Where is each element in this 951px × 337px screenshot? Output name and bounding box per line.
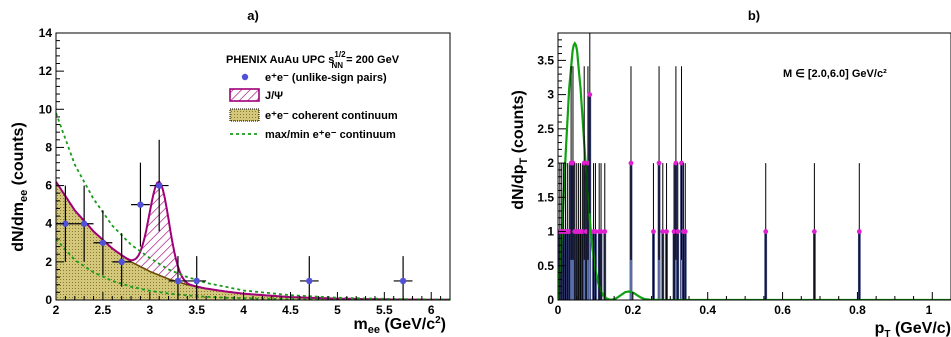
panel-b-x-axis-label: pT (GeV/c): [875, 320, 951, 337]
x-tick-label: 5: [334, 303, 341, 317]
x-tick-label: 4.5: [282, 303, 299, 317]
panel-a-y-axis-label: dN/dmee (counts): [10, 122, 30, 252]
x-tick-label: 0.4: [699, 303, 716, 317]
y-tick-label: 6: [45, 179, 52, 193]
y-tick-label: 1.5: [537, 190, 554, 204]
legend-label-continuum: e⁺e⁻ coherent continuum: [265, 110, 398, 122]
legend-item-jpsi: J/Ψ: [229, 88, 283, 102]
data-point: [168, 256, 188, 300]
pt-bar-marker: [660, 229, 666, 234]
x-tick-label: 3.5: [188, 303, 205, 317]
data-point: [299, 256, 319, 300]
y-tick-label: 4: [45, 217, 52, 231]
x-tick-label: 4: [240, 303, 247, 317]
y-tick-label: 0: [45, 293, 52, 307]
pt-bar-marker: [664, 229, 669, 234]
pt-bar-marker: [583, 229, 589, 234]
data-point-marker: [99, 239, 107, 246]
x-tick-label: 1: [926, 303, 933, 317]
x-tick-label: 0: [555, 303, 562, 317]
pt-bar-marker: [581, 160, 587, 166]
data-point: [131, 162, 150, 247]
y-tick-label: 2.5: [537, 122, 554, 136]
data-point-marker: [62, 220, 69, 227]
data-point-marker: [155, 182, 163, 189]
pt-bar-marker: [679, 160, 684, 166]
data-point: [112, 233, 132, 287]
data-point-marker: [193, 277, 200, 285]
panel-b-title: b): [748, 8, 760, 23]
pt-bar-marker: [628, 160, 634, 166]
pt-bar-marker: [593, 229, 598, 234]
data-point-marker: [174, 277, 182, 285]
pt-bar-marker: [671, 229, 677, 234]
x-tick-label: 0.6: [774, 303, 791, 317]
pt-bar-marker: [579, 229, 585, 234]
panel-b-mass-window-label: M ∈ [2.0,6.0] GeV/c²: [783, 68, 887, 80]
data-point: [93, 210, 113, 276]
pt-bar-marker: [651, 229, 656, 234]
x-tick-label: 0.8: [849, 303, 866, 317]
panel-a-x-axis-label: mee (GeV/c2): [353, 315, 446, 336]
pt-bar-marker: [598, 229, 604, 234]
x-tick-label: 2: [53, 303, 60, 317]
jpsi-peak-area: [56, 181, 450, 300]
legend-item-data: e⁺e⁻ (unlike-sign pairs): [241, 72, 387, 84]
data-point-marker: [137, 201, 144, 208]
x-tick-label: 2.5: [95, 303, 112, 317]
legend-label-jpsi: J/Ψ: [265, 90, 283, 102]
pt-bar-marker: [585, 160, 591, 166]
pt-bar-marker: [602, 229, 608, 234]
y-tick-label: 14: [39, 26, 53, 40]
data-point-marker: [118, 258, 125, 266]
legend-swatch-jpsi: [229, 88, 260, 102]
y-tick-label: 2: [547, 156, 554, 170]
y-tick-label: 0: [547, 293, 554, 307]
pt-bar-marker: [656, 160, 662, 166]
data-point: [74, 185, 94, 262]
y-tick-label: 8: [45, 140, 52, 154]
panel-b-frame: [557, 32, 951, 301]
pt-bar-marker: [587, 92, 593, 98]
pt-bar-marker: [673, 160, 679, 166]
legend-marker-data: [241, 73, 249, 81]
pt-fit-curve: [558, 41, 951, 300]
y-tick-label: 3: [547, 88, 554, 102]
legend-label-data: e⁺e⁻ (unlike-sign pairs): [265, 72, 387, 84]
x-tick-label: 3: [146, 303, 153, 317]
pt-bar-marker: [675, 229, 681, 234]
data-point-marker: [399, 277, 407, 285]
pt-bar-marker: [856, 229, 862, 234]
pt-bar-marker: [763, 229, 769, 234]
y-tick-label: 1: [547, 225, 554, 239]
legend-swatch-continuum: [229, 108, 260, 122]
panel-b: b) 0 0.2 0.4 0.6 0.8 1 0 0.5 1 1.5 2 2.5 3 3.5 M ∈ […: [510, 8, 951, 337]
panel-a-legend: PHENIX AuAu UPC s1/2 NN = 200 GeV e⁺e⁻ (u…: [226, 50, 400, 141]
x-tick-label: 6: [428, 303, 435, 317]
coherent-continuum-area: [56, 181, 450, 300]
data-point-marker: [80, 220, 88, 227]
pt-bar-marker: [570, 160, 576, 166]
y-tick-label: 10: [39, 102, 53, 116]
legend-header: PHENIX AuAu UPC s1/2 NN = 200 GeV: [226, 50, 400, 70]
y-tick-label: 12: [39, 64, 53, 78]
x-tick-label: 5.5: [376, 303, 393, 317]
legend-label-maxmin: max/min e⁺e⁻ continuum: [265, 129, 396, 141]
panel-b-y-axis-label: dN/dpT (counts): [510, 90, 530, 210]
data-point: [149, 139, 169, 232]
y-tick-label: 2: [45, 255, 52, 269]
y-tick-label: 3.5: [537, 53, 554, 67]
y-tick-label: 0.5: [537, 259, 554, 273]
x-tick-label: 0.2: [625, 303, 642, 317]
data-point-marker: [306, 277, 313, 285]
pt-bar-marker: [682, 229, 688, 234]
pt-bar-marker: [811, 229, 817, 234]
pt-bar-marker: [566, 229, 572, 234]
legend-item-maxmin: max/min e⁺e⁻ continuum: [230, 129, 396, 141]
panel-a-title: a): [247, 8, 259, 23]
legend-item-continuum: e⁺e⁻ coherent continuum: [229, 108, 398, 122]
data-point: [393, 256, 413, 300]
